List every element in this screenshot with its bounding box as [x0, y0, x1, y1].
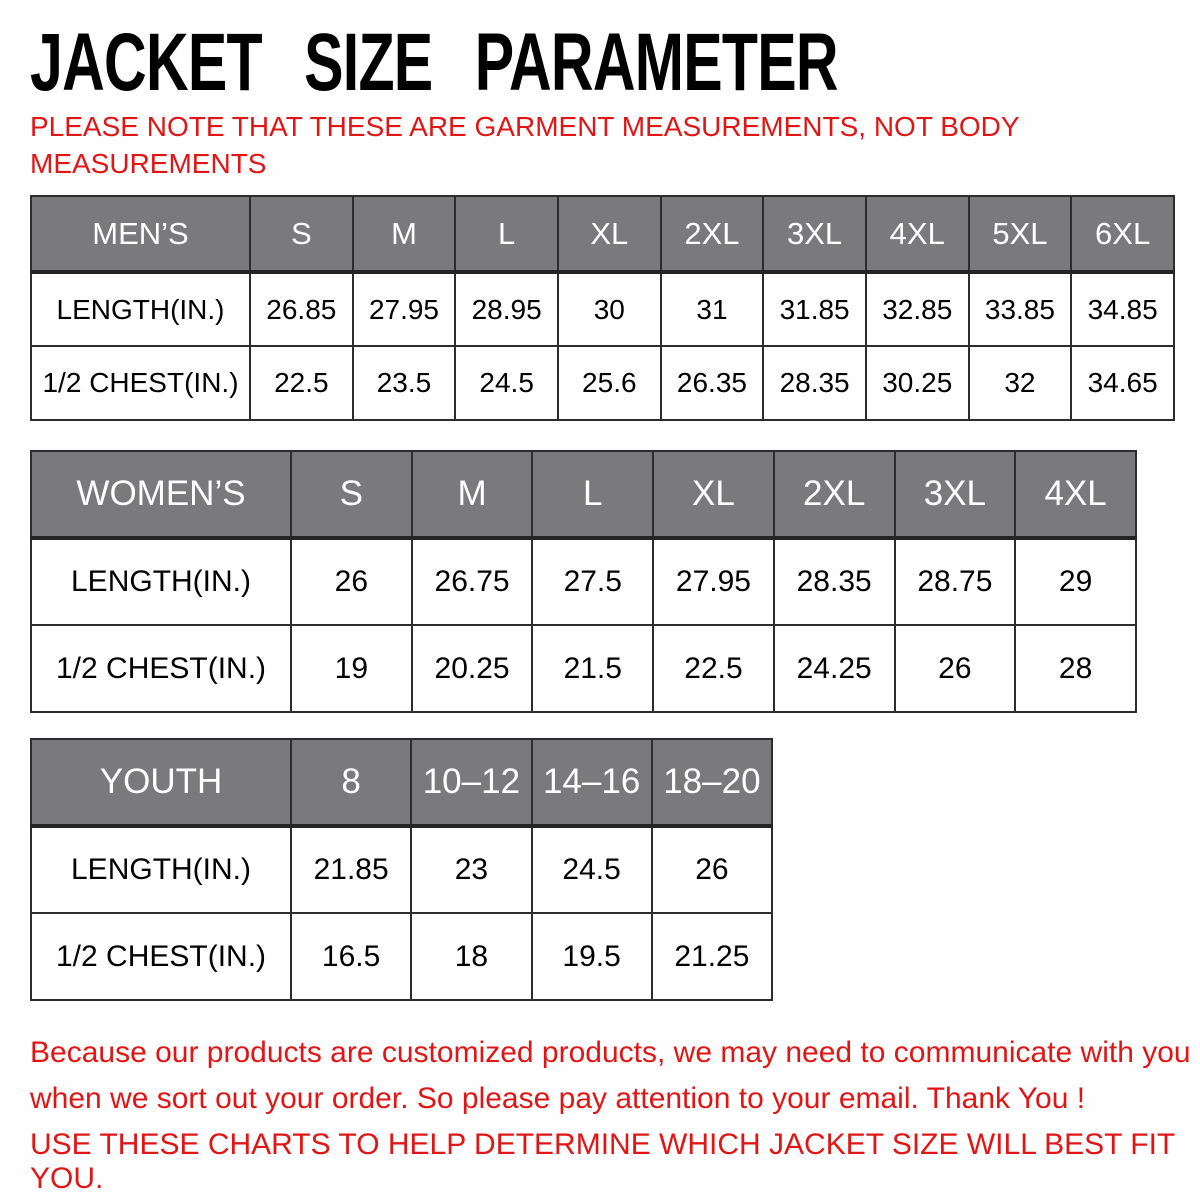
size-header-cell: 3XL — [893, 450, 1017, 540]
value-cell: 28.95 — [454, 271, 559, 347]
size-header-cell: M — [351, 195, 457, 274]
value-cell: 21.85 — [289, 825, 413, 914]
value-cell: 26.35 — [659, 345, 765, 421]
size-header-cell: 2XL — [772, 450, 896, 540]
value-cell: 16.5 — [289, 912, 413, 1001]
value-cell: 34.65 — [1070, 345, 1175, 421]
row-label-cell: 1/2 CHEST(IN.) — [30, 345, 251, 421]
youth-table-title-cell: YOUTH — [30, 738, 292, 828]
row-label-cell: 1/2 CHEST(IN.) — [30, 912, 292, 1001]
value-cell: 33.85 — [967, 271, 1073, 347]
row-label-cell: LENGTH(IN.) — [30, 825, 292, 914]
size-header-cell: XL — [556, 195, 662, 274]
size-header-cell: 5XL — [967, 195, 1073, 274]
womens-data-row: LENGTH(IN.) 26 26.75 27.5 27.95 28.35 28.75 29 — [30, 537, 1137, 626]
value-cell: 22.5 — [652, 624, 775, 713]
value-cell: 21.5 — [531, 624, 655, 713]
size-header-cell: 8 — [289, 738, 413, 828]
value-cell: 24.25 — [772, 624, 896, 713]
size-header-cell: 6XL — [1070, 195, 1175, 274]
size-header-cell: 10–12 — [410, 738, 533, 828]
value-cell: 29 — [1014, 537, 1137, 626]
value-cell: 24.5 — [530, 825, 653, 914]
value-cell: 28.75 — [893, 537, 1017, 626]
size-header-cell: M — [410, 450, 534, 540]
value-cell: 28 — [1014, 624, 1137, 713]
custom-order-notice-line-1: Because our products are customized prod… — [30, 1036, 1191, 1069]
custom-order-notice: Because our products are customized prod… — [30, 1030, 1191, 1122]
youth-header-row: YOUTH 8 10–12 14–16 18–20 — [30, 738, 774, 828]
youth-data-row: LENGTH(IN.) 21.85 23 24.5 26 — [30, 825, 774, 914]
value-cell: 32.85 — [864, 271, 970, 347]
value-cell: 26.75 — [410, 537, 534, 626]
value-cell: 32 — [967, 345, 1073, 421]
size-header-cell: 14–16 — [530, 738, 653, 828]
size-header-cell: L — [454, 195, 559, 274]
value-cell: 26 — [290, 537, 413, 626]
value-cell: 28.35 — [762, 345, 867, 421]
value-cell: 30 — [556, 271, 662, 347]
garment-measurement-note: PLEASE NOTE THAT THESE ARE GARMENT MEASU… — [30, 108, 1020, 182]
size-header-cell: XL — [652, 450, 775, 540]
value-cell: 31 — [659, 271, 765, 347]
youth-data-row: 1/2 CHEST(IN.) 16.5 18 19.5 21.25 — [30, 912, 774, 1001]
womens-size-table: WOMEN’S S M L XL 2XL 3XL 4XL LENGTH(IN.) 26 26.75 2… — [30, 450, 1137, 713]
size-header-cell: 4XL — [1014, 450, 1137, 540]
womens-header-row: WOMEN’S S M L XL 2XL 3XL 4XL — [30, 450, 1137, 540]
value-cell: 34.85 — [1070, 271, 1175, 347]
size-header-cell: 2XL — [659, 195, 765, 274]
mens-table-title-cell: MEN’S — [30, 195, 251, 274]
note-line-2: MEASUREMENTS — [30, 148, 267, 179]
youth-size-table: YOUTH 8 10–12 14–16 18–20 LENGTH(IN.) 21.85 23 2… — [30, 738, 774, 1001]
value-cell: 20.25 — [410, 624, 534, 713]
size-header-cell: S — [290, 450, 413, 540]
size-header-cell: 18–20 — [650, 738, 774, 828]
value-cell: 27.5 — [531, 537, 655, 626]
note-line-1: PLEASE NOTE THAT THESE ARE GARMENT MEASU… — [30, 111, 1020, 142]
size-header-cell: L — [531, 450, 655, 540]
row-label-cell: LENGTH(IN.) — [30, 271, 251, 347]
row-label-cell: LENGTH(IN.) — [30, 537, 292, 626]
mens-header-row: MEN’S S M L XL 2XL 3XL 4XL 5XL 6XL — [30, 195, 1175, 274]
value-cell: 27.95 — [652, 537, 775, 626]
womens-data-row: 1/2 CHEST(IN.) 19 20.25 21.5 22.5 24.25 26 28 — [30, 624, 1137, 713]
row-label-cell: 1/2 CHEST(IN.) — [30, 624, 292, 713]
size-header-cell: 4XL — [864, 195, 970, 274]
value-cell: 25.6 — [556, 345, 662, 421]
value-cell: 26 — [893, 624, 1017, 713]
size-header-cell: 3XL — [762, 195, 867, 274]
value-cell: 23 — [410, 825, 533, 914]
mens-size-table: MEN’S S M L XL 2XL 3XL 4XL 5XL 6XL LENGTH(IN.) 26.8… — [30, 195, 1175, 421]
value-cell: 23.5 — [351, 345, 457, 421]
value-cell: 18 — [410, 912, 533, 1001]
mens-data-row: LENGTH(IN.) 26.85 27.95 28.95 30 31 31.85 32.85… — [30, 271, 1175, 347]
mens-data-row: 1/2 CHEST(IN.) 22.5 23.5 24.5 25.6 26.35 28.35… — [30, 345, 1175, 421]
value-cell: 30.25 — [864, 345, 970, 421]
womens-table-title-cell: WOMEN’S — [30, 450, 292, 540]
size-header-cell: S — [249, 195, 354, 274]
page-title: JACKET SIZE PARAMETER — [30, 17, 839, 108]
value-cell: 24.5 — [454, 345, 559, 421]
value-cell: 21.25 — [650, 912, 774, 1001]
value-cell: 19.5 — [530, 912, 653, 1001]
value-cell: 26.85 — [249, 271, 354, 347]
value-cell: 19 — [290, 624, 413, 713]
value-cell: 31.85 — [762, 271, 867, 347]
value-cell: 28.35 — [772, 537, 896, 626]
chart-usage-note: USE THESE CHARTS TO HELP DETERMINE WHICH… — [30, 1128, 1175, 1195]
value-cell: 26 — [650, 825, 774, 914]
custom-order-notice-line-2: when we sort out your order. So please p… — [30, 1082, 1086, 1115]
value-cell: 27.95 — [351, 271, 457, 347]
value-cell: 22.5 — [249, 345, 354, 421]
